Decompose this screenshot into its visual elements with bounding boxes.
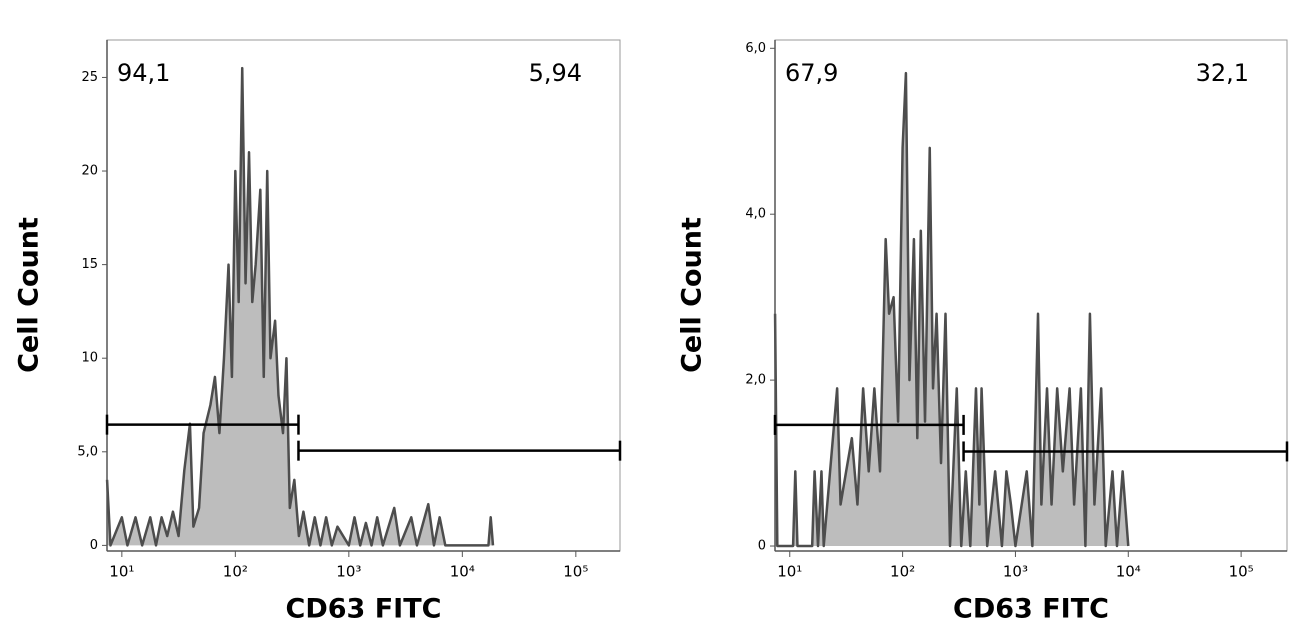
x-tick-label: 10¹: [109, 563, 134, 581]
y-tick-label: 0: [90, 538, 98, 553]
y-tick-label: 4,0: [745, 207, 766, 222]
y-tick-label: 15: [81, 257, 98, 272]
y-tick-label: 25: [81, 70, 98, 85]
x-axis-label: CD63 FITC: [953, 594, 1109, 625]
y-axis-label: Cell Count: [14, 217, 45, 373]
x-tick-label: 10⁴: [450, 563, 475, 581]
histogram-fill: [107, 68, 493, 546]
gate-label: 94,1: [117, 59, 170, 87]
x-tick-label: 10³: [1003, 563, 1028, 581]
x-tick-label: 10³: [336, 563, 361, 581]
gate-label: 67,9: [785, 59, 838, 87]
y-tick-label: 5,0: [77, 444, 98, 459]
histogram-line: [105, 66, 495, 547]
x-tick-label: 10⁵: [563, 563, 588, 581]
y-tick-label: 2,0: [745, 373, 766, 388]
y-tick-label: 10: [81, 351, 98, 366]
y-tick-label: 6,0: [745, 41, 766, 56]
gate-label: 32,1: [1196, 59, 1249, 87]
x-tick-label: 10¹: [777, 563, 802, 581]
y-tick-label: 20: [81, 164, 98, 179]
x-tick-label: 10²: [890, 563, 915, 581]
x-axis-label: CD63 FITC: [286, 594, 442, 625]
y-tick-label: 0: [758, 539, 766, 554]
gate-label: 5,94: [529, 59, 582, 87]
histogram-line: [773, 71, 1130, 548]
x-tick-label: 10⁴: [1116, 563, 1141, 581]
x-tick-label: 10⁵: [1229, 563, 1254, 581]
y-axis-label: Cell Count: [677, 217, 708, 373]
x-tick-label: 10²: [223, 563, 248, 581]
